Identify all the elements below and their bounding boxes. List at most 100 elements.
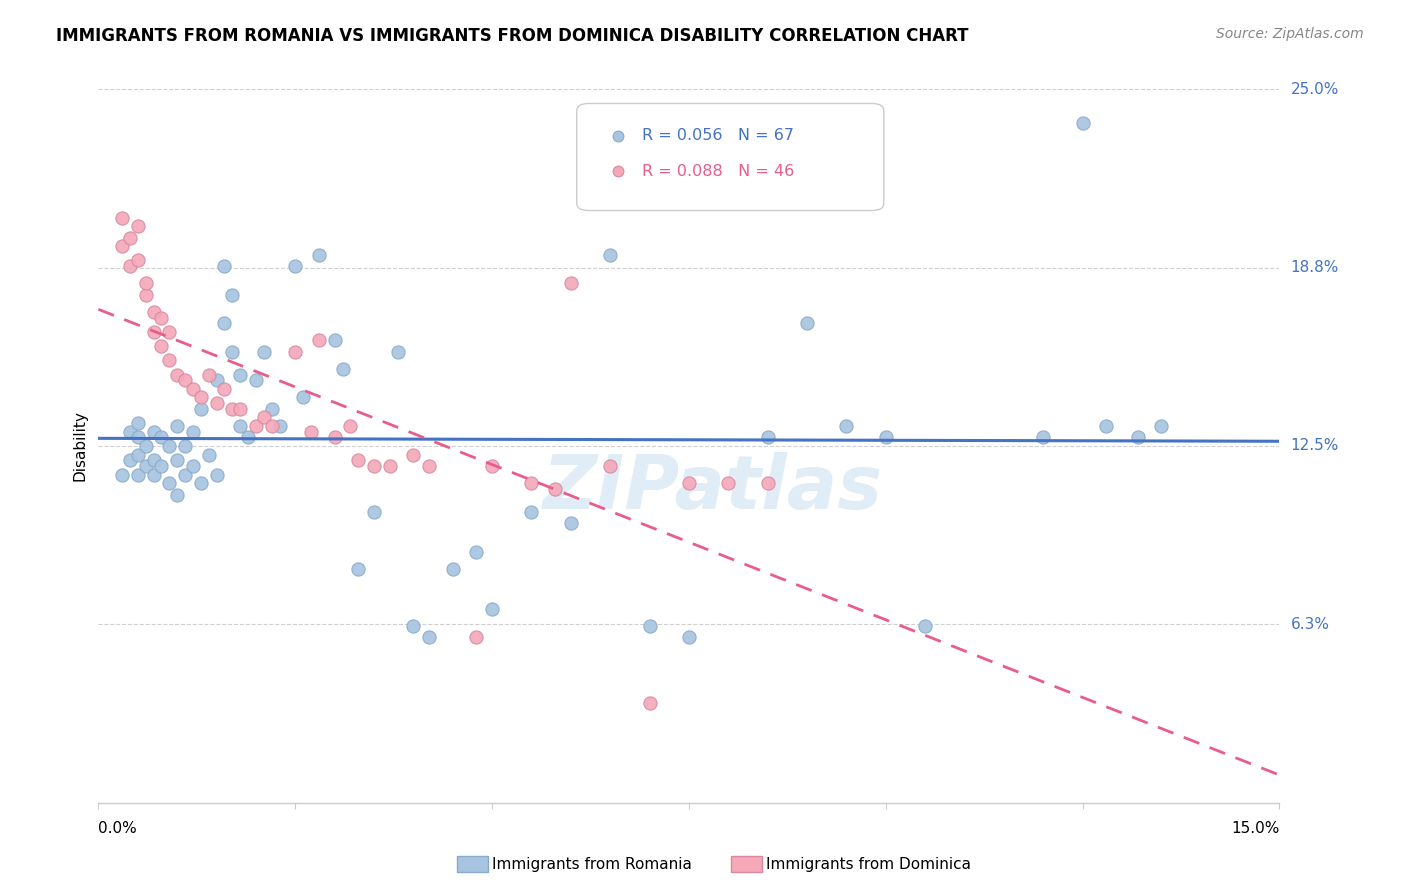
Point [332,362,354,376]
Point [166,453,188,467]
Point [181,382,204,396]
Point [323,334,346,348]
Point [174,439,197,453]
Point [481,601,503,615]
Point [150,310,173,325]
Point [245,419,267,434]
Point [142,467,165,482]
Point [323,430,346,444]
Point [127,416,149,430]
Point [205,467,228,482]
Point [1126,430,1149,444]
Point [418,630,440,644]
Point [118,425,141,439]
Point [221,287,243,301]
Point [1150,419,1173,434]
Point [150,339,173,353]
Point [544,482,567,496]
Text: ZIPatlas: ZIPatlas [543,452,883,525]
Point [465,630,488,644]
Point [181,458,204,473]
Point [197,448,219,462]
Point [157,325,180,339]
Point [118,453,141,467]
Point [221,344,243,359]
Point [166,419,188,434]
Point [914,619,936,633]
Point [756,430,779,444]
Point [441,562,464,576]
Point [260,419,283,434]
Point [135,277,157,291]
Point [118,230,141,244]
Point [1095,419,1118,434]
Point [875,430,897,444]
Point [402,619,425,633]
Point [135,287,157,301]
Point [387,344,409,359]
Point [599,248,621,262]
Point [157,439,180,453]
Point [308,334,330,348]
Point [181,425,204,439]
Point [1071,116,1094,130]
Point [347,562,370,576]
Point [174,467,197,482]
Point [111,467,134,482]
Text: 12.5%: 12.5% [1291,439,1339,453]
Point [599,458,621,473]
Point [197,368,219,382]
Point [835,419,858,434]
Point [284,259,307,273]
Point [205,373,228,387]
Point [150,458,173,473]
Point [678,476,700,491]
Point [142,305,165,319]
Point [560,516,582,530]
Text: Immigrants from Dominica: Immigrants from Dominica [766,857,972,871]
Text: 0.0%: 0.0% [98,821,138,836]
Point [253,344,276,359]
Point [717,476,740,491]
Point [127,219,149,234]
Point [363,458,385,473]
Point [142,425,165,439]
Point [363,505,385,519]
Point [796,316,818,330]
Point [520,476,543,491]
Point [135,458,157,473]
Point [127,253,149,268]
Point [229,419,252,434]
Point [418,458,440,473]
Point [269,419,291,434]
Point [253,410,276,425]
Point [127,448,149,462]
Point [150,430,173,444]
Point [157,353,180,368]
Point [127,467,149,482]
Point [347,453,370,467]
Point [221,401,243,416]
Point [465,544,488,558]
Point [229,401,252,416]
Point [214,259,236,273]
Point [190,391,212,405]
Point [245,373,267,387]
Point [111,239,134,253]
Text: 18.8%: 18.8% [1291,260,1339,275]
Point [229,368,252,382]
Point [1032,430,1054,444]
Point [292,391,315,405]
Point [205,396,228,410]
Point [339,419,361,434]
FancyBboxPatch shape [576,103,884,211]
Point [638,619,661,633]
Text: Immigrants from Romania: Immigrants from Romania [492,857,692,871]
Point [402,448,425,462]
Point [308,248,330,262]
Point [111,211,134,225]
Point [157,476,180,491]
Point [135,439,157,453]
Point [481,458,503,473]
Point [678,630,700,644]
